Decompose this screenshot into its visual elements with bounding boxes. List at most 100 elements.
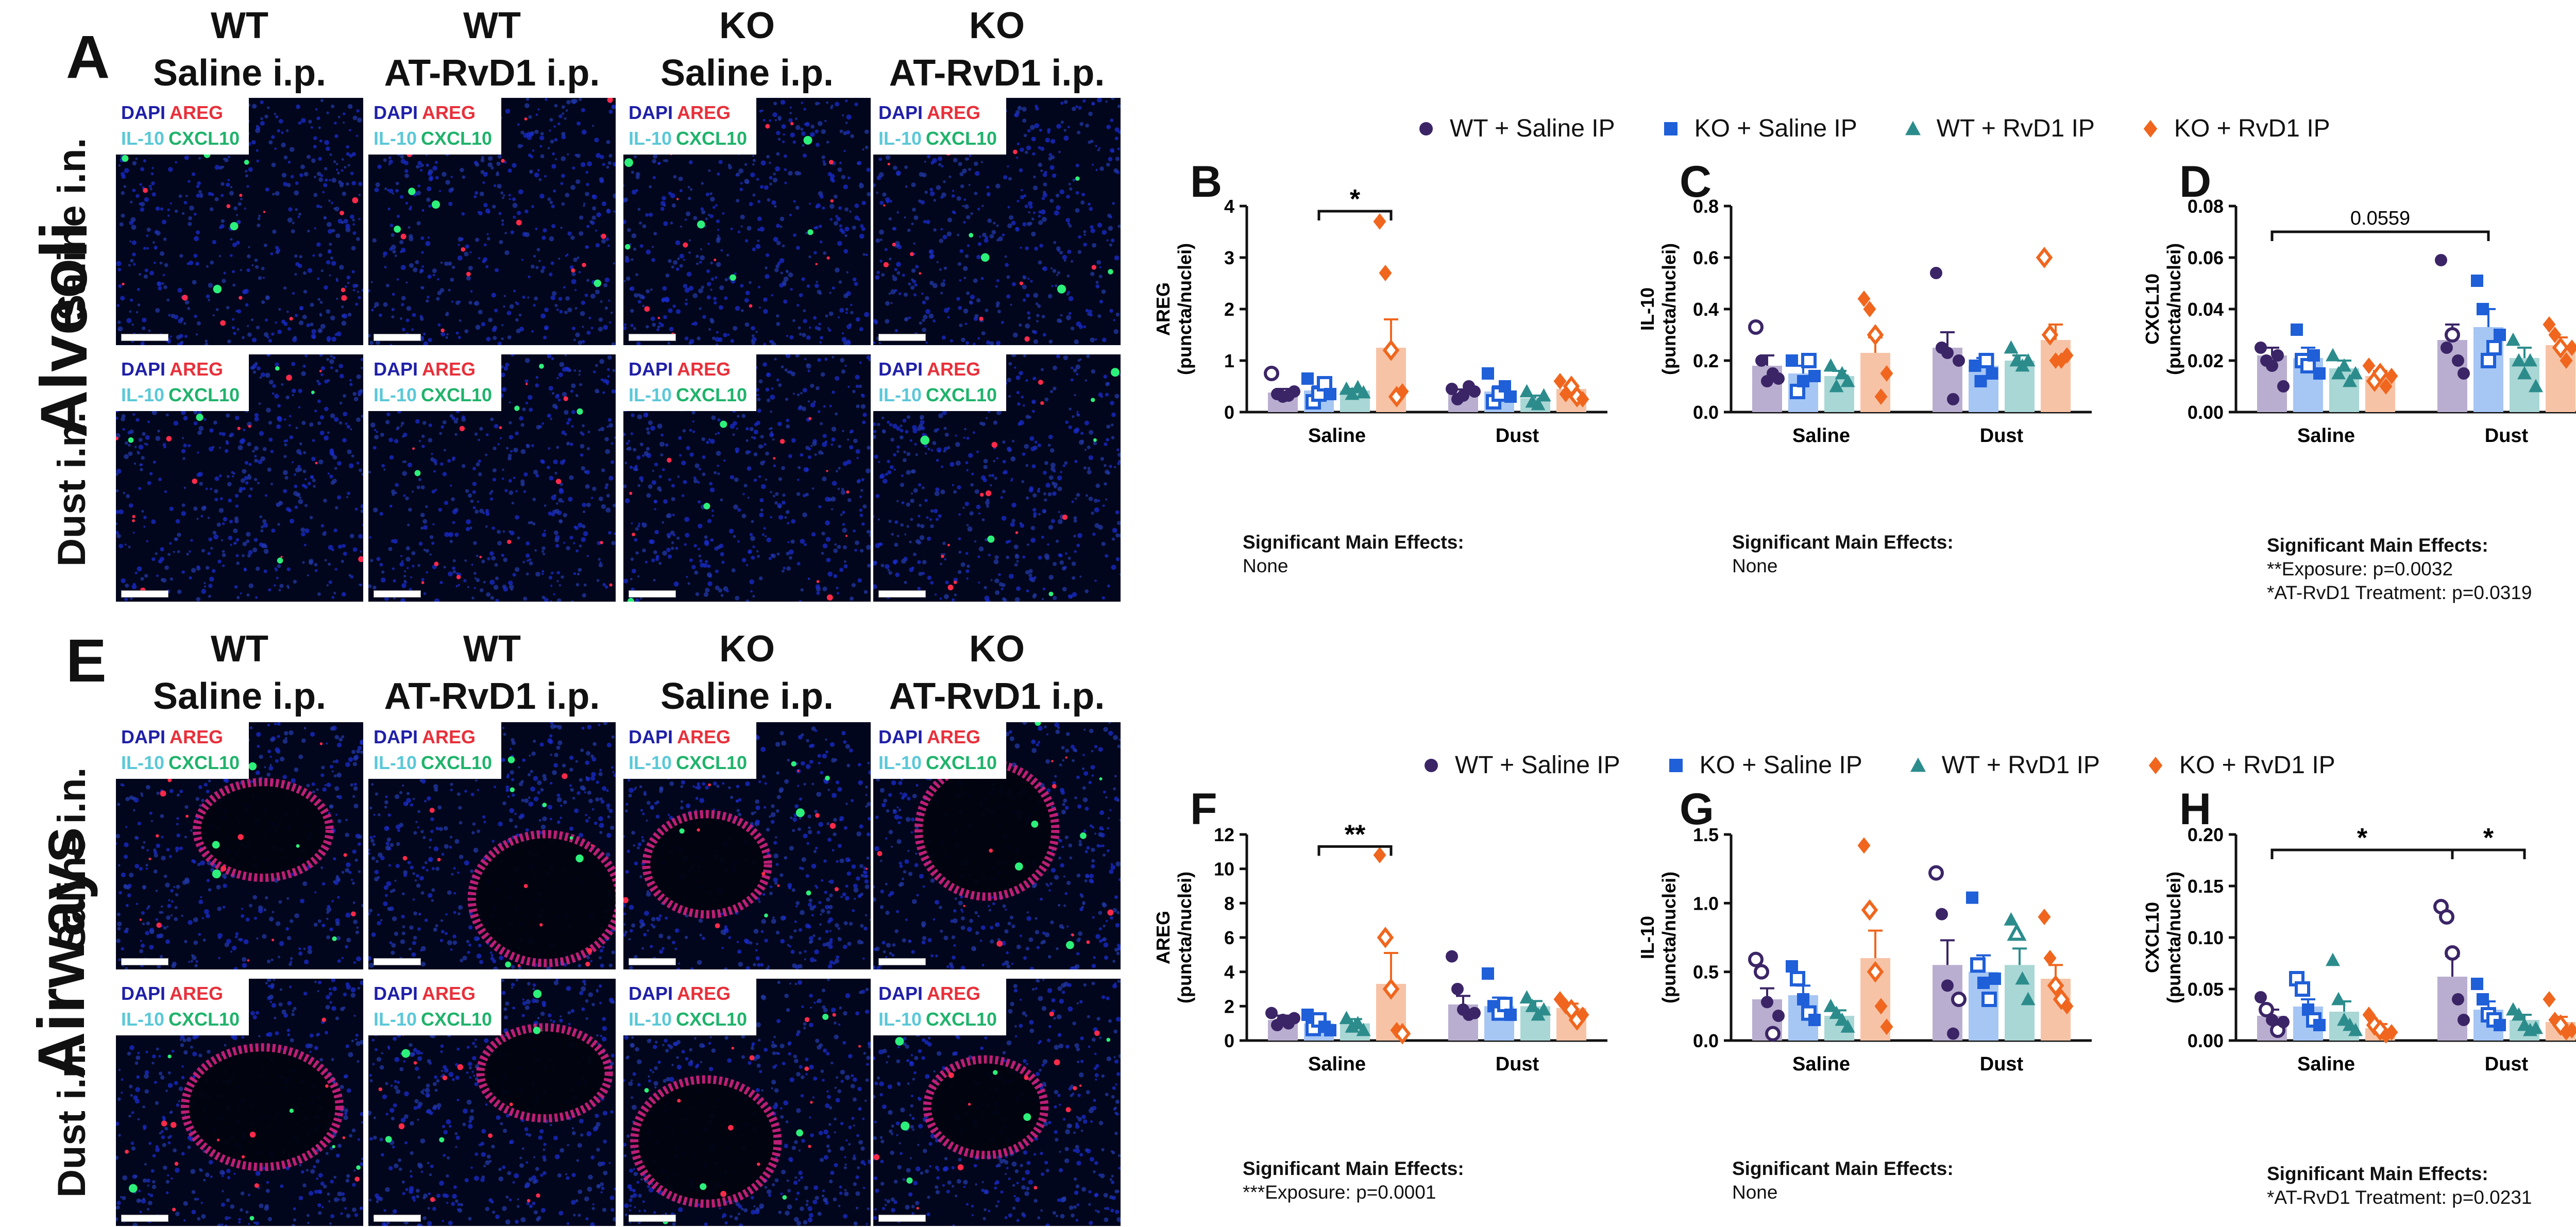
bar [1860, 353, 1890, 412]
scale-bar [629, 334, 676, 341]
data-point [1265, 1007, 1278, 1019]
stain-legend-row-1: DAPI AREG [121, 100, 244, 126]
triangle-marker-icon [1910, 757, 1926, 772]
data-point [1863, 301, 1876, 317]
bar-chart-c: 0.0 0.2 0.4 0.6 0.8 IL-10 (puncta/nuclei) Salin… [1613, 165, 2107, 461]
legend-label: KO + Saline IP [1694, 115, 1857, 142]
data-point [2477, 303, 2489, 315]
chart-svg: 0.00 0.02 0.04 0.06 0.08 CXCL10 (puncta/nuclei… [2142, 196, 2576, 447]
y-tick-label: 0.4 [1693, 299, 1719, 320]
y-tick-label: 1.5 [1693, 824, 1719, 845]
data-point [2512, 1007, 2526, 1021]
data-point [1970, 957, 1986, 973]
stain-legend: DAPI AREG IL-10 CXCL10 [368, 722, 502, 779]
stain-dapi: DAPI [629, 726, 673, 747]
data-point [2038, 909, 2051, 925]
stain-il10: IL-10 [374, 1009, 417, 1030]
column-header-genotype: KO [719, 628, 775, 670]
stain-legend: DAPI AREG IL-10 CXCL10 [116, 354, 249, 411]
chart-svg: 0 1 2 3 4 AREG (puncta/nuclei) Saline Dust * [1153, 184, 1607, 447]
panel-letter-h: H [2179, 785, 2212, 834]
y-tick-label: 0.00 [2188, 1030, 2224, 1051]
stain-legend: DAPI AREG IL-10 CXCL10 [873, 979, 1007, 1035]
data-point [1504, 1009, 1517, 1021]
y-axis-unit-label: (puncta/nuclei) [1174, 243, 1195, 375]
data-point [1382, 978, 1400, 1000]
y-tick-label: 0.0 [1693, 402, 1719, 423]
main-effects-line: None [1243, 555, 1289, 576]
stain-legend-row-2: IL-10 CXCL10 [374, 126, 496, 151]
stain-cxcl10: CXCL10 [676, 752, 748, 773]
stain-cxcl10: CXCL10 [168, 384, 240, 405]
stain-dapi: DAPI [374, 359, 418, 380]
y-tick-label: 0 [1224, 1030, 1234, 1051]
data-point [2331, 366, 2346, 380]
data-point [1482, 367, 1494, 380]
data-point [1482, 967, 1494, 980]
column-header-genotype: KO [969, 5, 1025, 46]
data-point [1953, 354, 1965, 367]
stain-dapi: DAPI [121, 359, 166, 380]
column-header-treatment: Saline i.p. [660, 676, 834, 717]
data-point [2348, 1023, 2363, 1036]
legend-label: WT + Saline IP [1450, 115, 1615, 142]
stain-areg: AREG [170, 726, 224, 747]
stain-dapi: DAPI [629, 102, 673, 123]
x-category-label: Dust [2485, 425, 2529, 447]
row-header-saline-bottom: Saline i.n. [50, 767, 94, 950]
data-point [1345, 386, 1360, 400]
y-axis-label: AREG [1153, 282, 1174, 336]
stain-cxcl10: CXCL10 [421, 384, 493, 405]
stain-legend-row-1: DAPI AREG [374, 100, 496, 126]
data-point [2047, 975, 2064, 997]
stain-areg: AREG [927, 102, 981, 123]
data-point [1930, 267, 1942, 279]
data-point [1377, 927, 1394, 948]
data-point [2259, 1002, 2274, 1017]
data-point [1356, 385, 1371, 399]
scale-bar [121, 958, 168, 965]
main-effects-title: Significant Main Effects: [1732, 1158, 1954, 1179]
chart-svg: 0 2 4 6 8 10 12 AREG (puncta/nuclei) Saline Dust ** [1153, 820, 1607, 1075]
stain-legend: DAPI AREG IL-10 CXCL10 [116, 98, 249, 155]
legend-label: WT + RvD1 IP [1936, 115, 2095, 142]
data-point [1966, 891, 1978, 904]
stain-il10: IL-10 [878, 1009, 922, 1030]
legend-label: WT + Saline IP [1455, 752, 1620, 779]
stain-areg: AREG [677, 983, 731, 1004]
bar [2437, 977, 2467, 1041]
data-point [1829, 379, 1844, 393]
legend-marker [1910, 757, 1926, 772]
y-tick-label: 0 [1224, 402, 1234, 423]
data-point [1576, 1007, 1589, 1023]
data-point [2313, 367, 2326, 380]
data-point [1989, 973, 2001, 985]
stain-areg: AREG [422, 983, 476, 1004]
stain-cxcl10: CXCL10 [421, 1009, 493, 1030]
main-effects-title: Significant Main Effects: [2267, 535, 2488, 556]
triangle-marker-icon [1905, 121, 1921, 135]
stain-legend-row-1: DAPI AREG [878, 724, 1001, 750]
scale-bar [629, 590, 676, 598]
data-point [1379, 265, 1392, 281]
chart-svg: 0.0 0.5 1.0 1.5 IL-10 (puncta/nuclei) Saline Du… [1637, 824, 2092, 1075]
x-category-label: Dust [1496, 1053, 1539, 1075]
data-point [1797, 993, 1809, 1006]
data-point [1451, 983, 1464, 995]
data-point [2565, 1022, 2576, 1038]
data-point [2435, 254, 2447, 266]
x-category-label: Dust [1980, 1053, 2024, 1075]
x-category-label: Saline [1792, 425, 1850, 447]
data-point [2266, 360, 2278, 372]
main-effects-b: Significant Main Effects: None [1243, 531, 1464, 578]
micrograph-image: DAPI AREG IL-10 CXCL10 [116, 98, 363, 345]
stain-areg: AREG [170, 102, 224, 123]
data-point [2486, 340, 2502, 355]
x-category-label: Saline [1308, 1053, 1366, 1075]
data-point [1977, 977, 1990, 989]
column-header-genotype: WT [463, 5, 521, 46]
data-point [1468, 1007, 1481, 1019]
data-point [2331, 992, 2346, 1006]
micrograph-image: DAPI AREG IL-10 CXCL10 [623, 979, 871, 1226]
data-point [2007, 923, 2027, 941]
